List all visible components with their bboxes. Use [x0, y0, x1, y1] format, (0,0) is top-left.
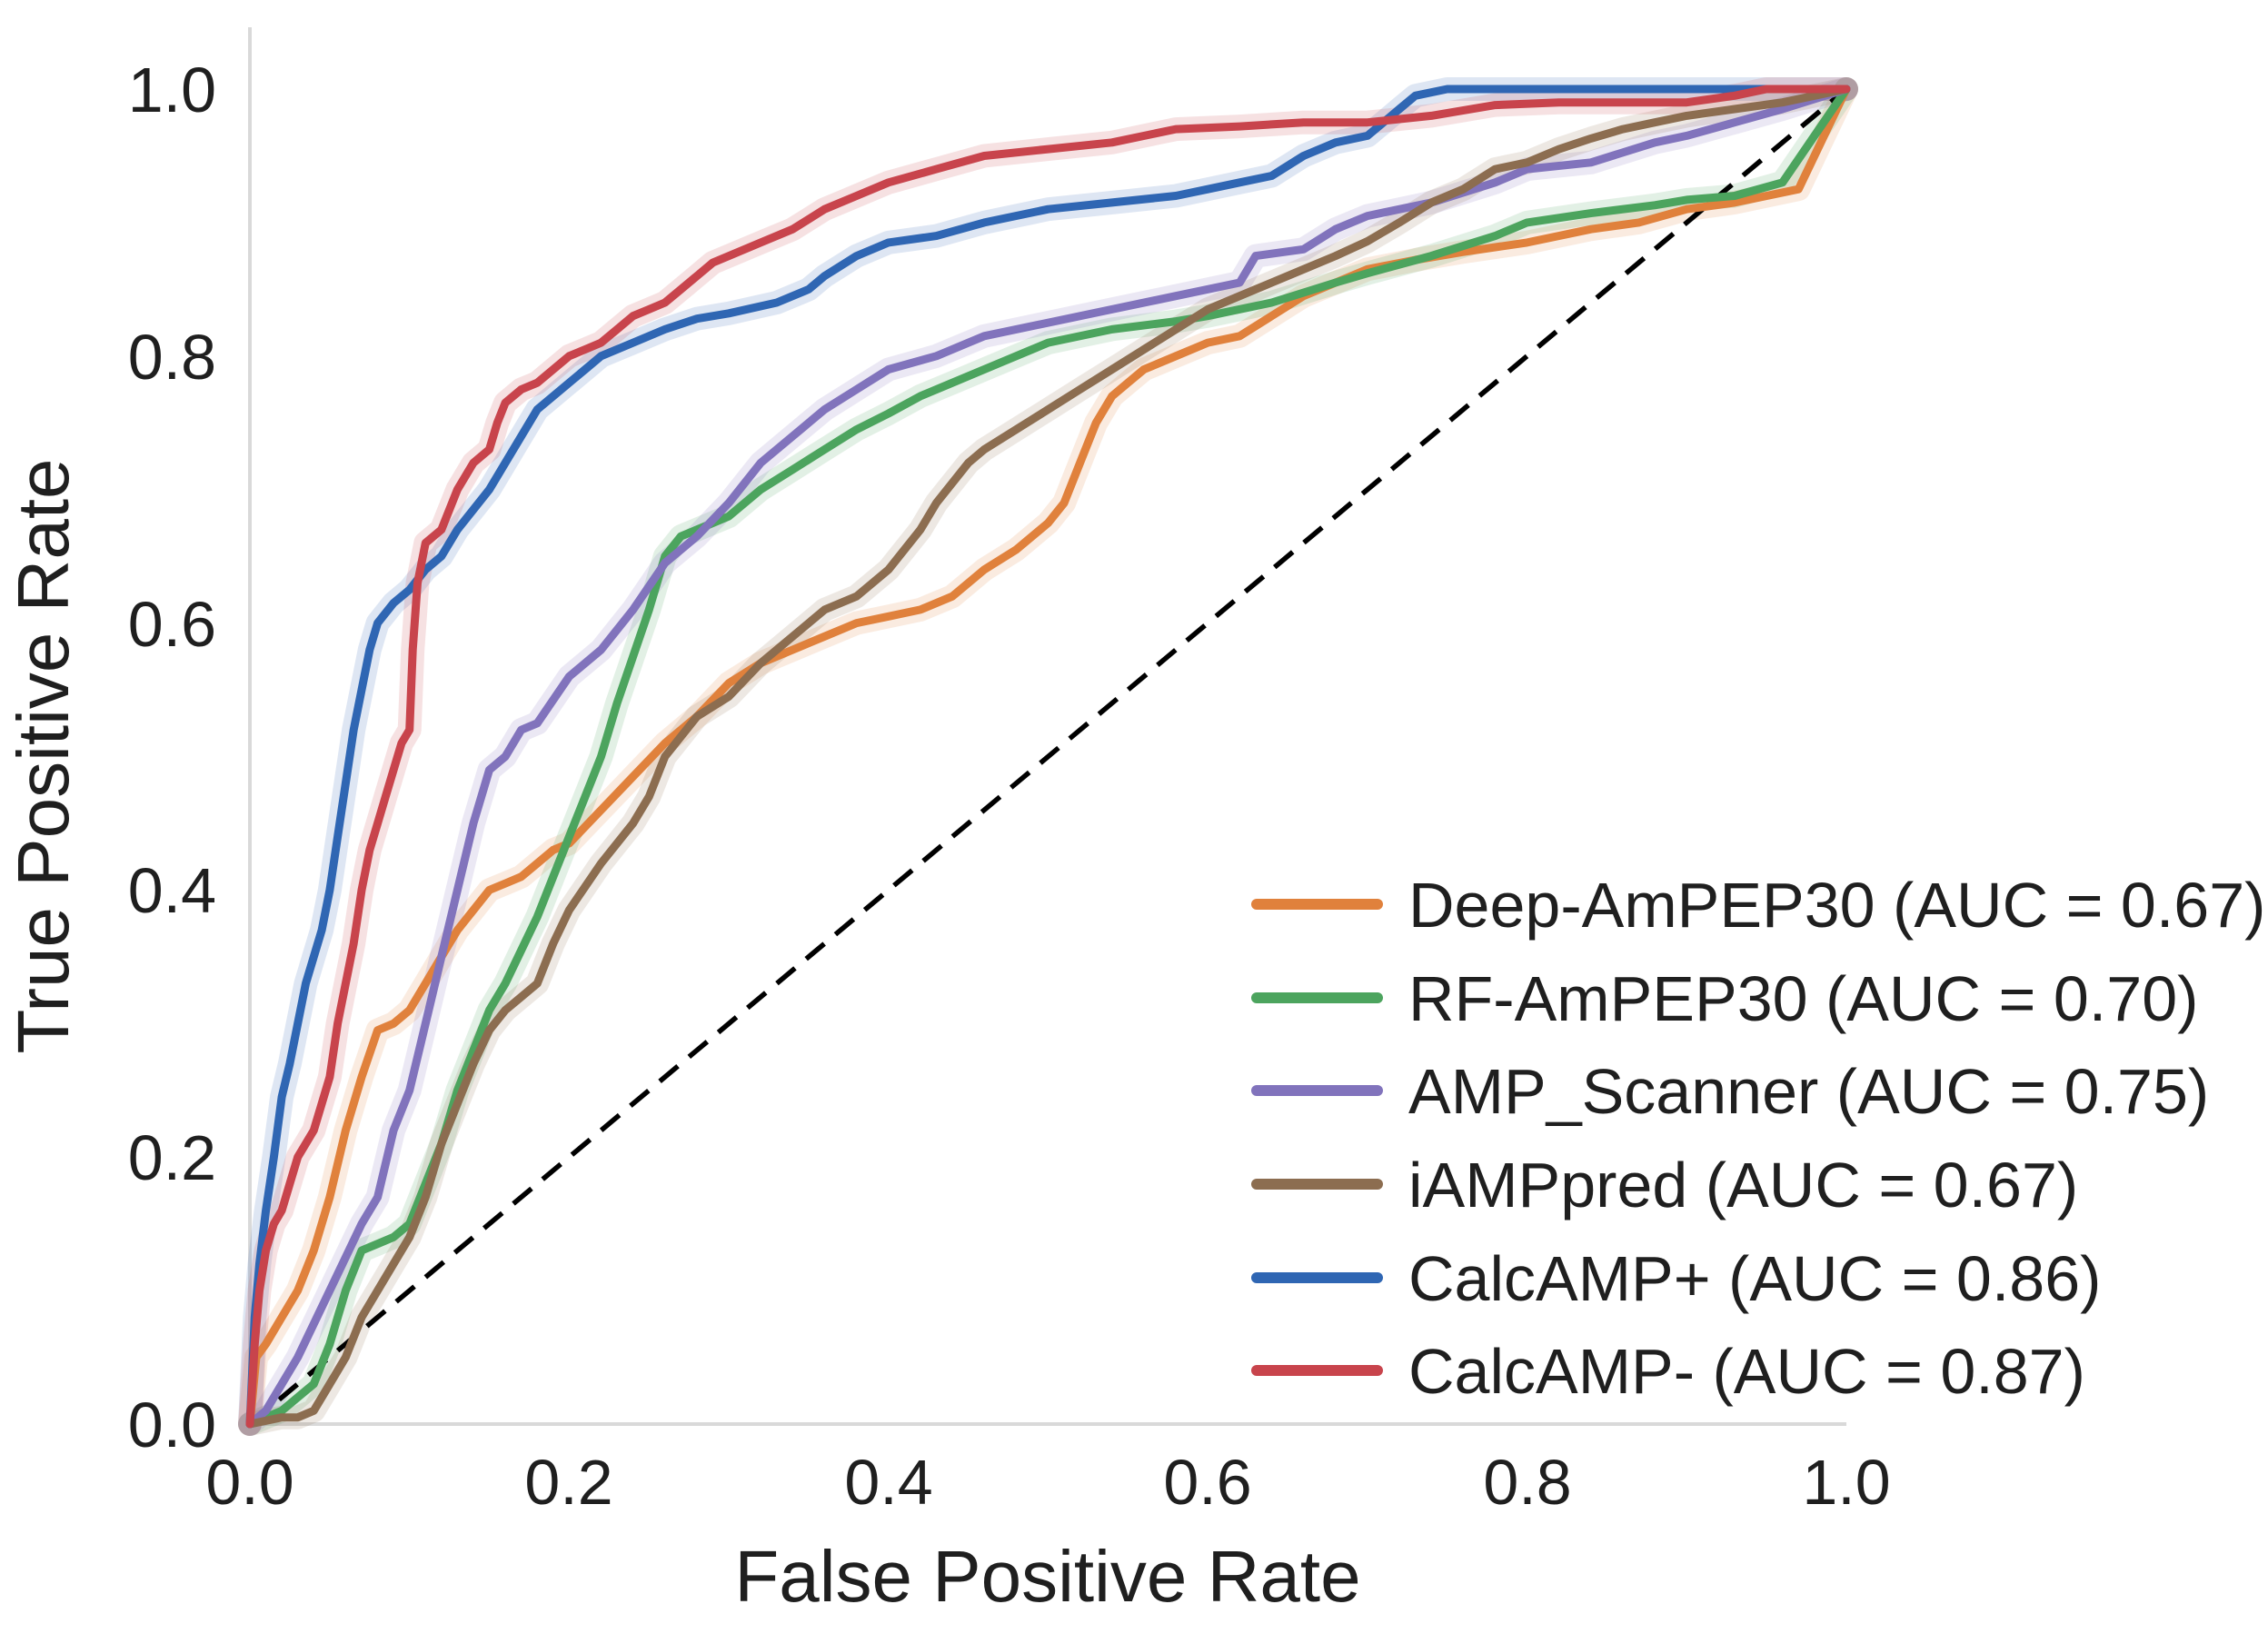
y-axis-title: True Positive Rate — [3, 458, 84, 1053]
y-tick-label: 0.4 — [128, 855, 216, 926]
x-tick-label: 0.4 — [844, 1447, 932, 1518]
x-tick-label: 0.8 — [1483, 1447, 1571, 1518]
legend-label: Deep-AmPEP30 (AUC = 0.67) — [1408, 870, 2265, 941]
x-axis-title: False Positive Rate — [734, 1536, 1360, 1617]
x-tick-label: 0.0 — [205, 1447, 293, 1518]
legend-label: AMP_Scanner (AUC = 0.75) — [1408, 1056, 2209, 1127]
y-tick-label: 1.0 — [128, 55, 216, 125]
roc-curve-CalcAMP+ — [245, 85, 1851, 1429]
roc-curve-RF-AmPEP30 — [245, 85, 1851, 1429]
legend-label: CalcAMP- (AUC = 0.87) — [1408, 1336, 2085, 1407]
x-tick-label: 0.2 — [524, 1447, 612, 1518]
chance-diagonal-line — [248, 86, 1848, 1427]
chance-diagonal — [248, 86, 1848, 1427]
roc-curve-iAMPpred — [245, 85, 1851, 1429]
legend-label: iAMPpred (AUC = 0.67) — [1408, 1150, 2078, 1221]
y-tick-label: 0.8 — [128, 322, 216, 393]
legend-item: CalcAMP+ (AUC = 0.86) — [1251, 1243, 2101, 1314]
x-tick-label: 0.6 — [1163, 1447, 1251, 1518]
roc-curves — [245, 85, 1851, 1429]
legend-item: iAMPpred (AUC = 0.67) — [1251, 1150, 2078, 1221]
y-tick-label: 0.0 — [128, 1390, 216, 1460]
legend-item: AMP_Scanner (AUC = 0.75) — [1251, 1056, 2209, 1127]
legend-label: RF-AmPEP30 (AUC = 0.70) — [1408, 963, 2198, 1034]
y-tick-label: 0.2 — [128, 1122, 216, 1193]
y-tick-label: 0.6 — [128, 589, 216, 660]
legend-label: CalcAMP+ (AUC = 0.86) — [1408, 1243, 2101, 1314]
legend: Deep-AmPEP30 (AUC = 0.67) RF-AmPEP30 (AU… — [1251, 870, 2265, 1407]
legend-item: RF-AmPEP30 (AUC = 0.70) — [1251, 963, 2198, 1034]
roc-curve-CalcAMP- — [245, 85, 1851, 1429]
legend-item: CalcAMP- (AUC = 0.87) — [1251, 1336, 2085, 1407]
x-tick-label: 1.0 — [1802, 1447, 1890, 1518]
legend-item: Deep-AmPEP30 (AUC = 0.67) — [1251, 870, 2265, 941]
